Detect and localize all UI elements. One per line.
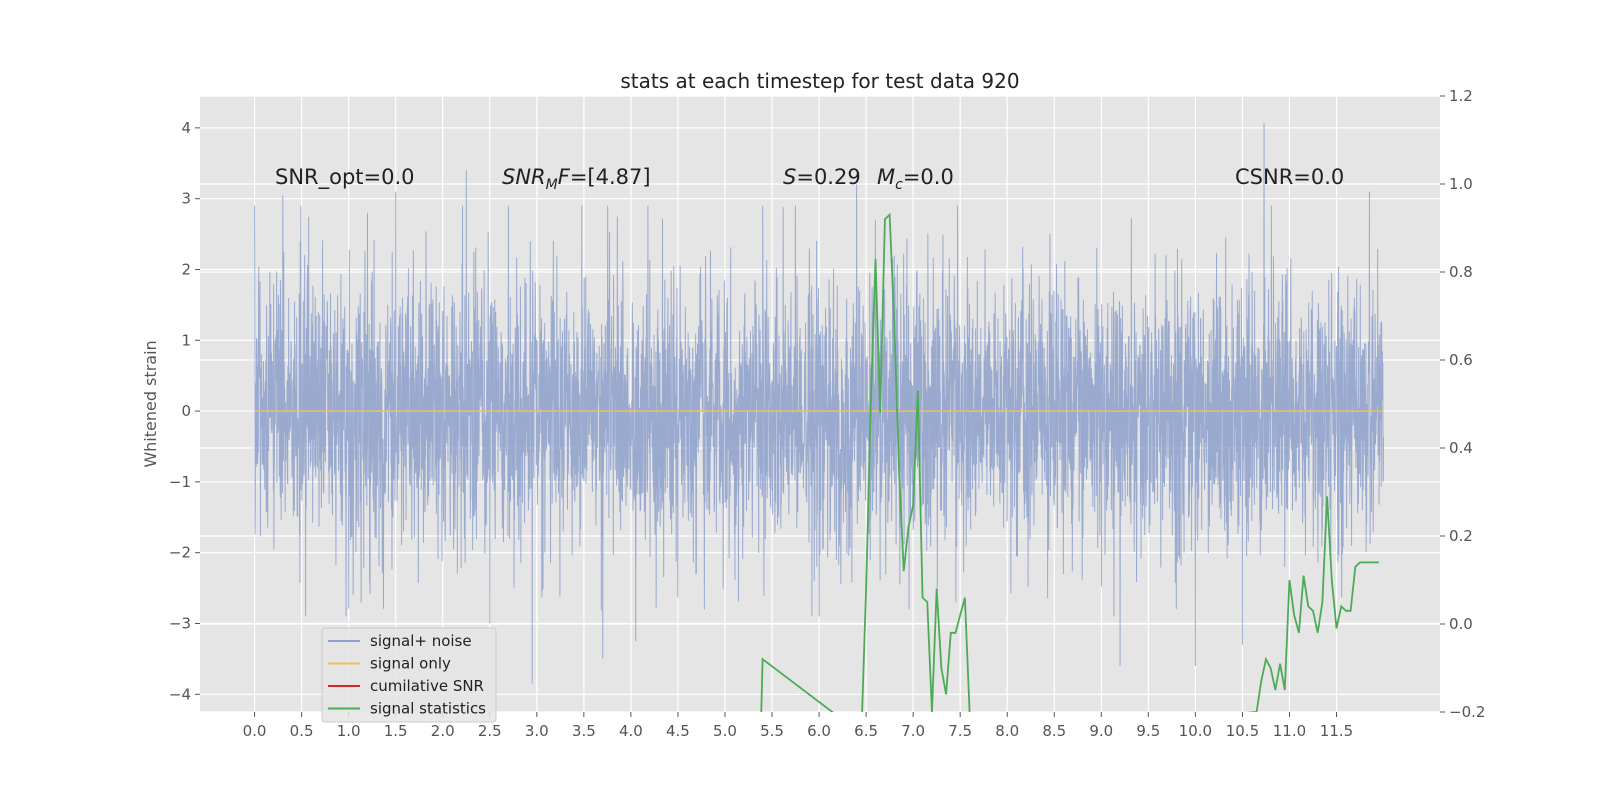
y2-tick-label: 0.2 <box>1449 527 1473 545</box>
y2-tick-label: 0.6 <box>1449 351 1473 369</box>
x-tick-label: 3.0 <box>525 722 549 740</box>
annotation-snr-opt: SNR_opt=0.0 <box>275 165 415 190</box>
x-tick-label: 0.5 <box>290 722 314 740</box>
x-tick-label: 3.5 <box>572 722 596 740</box>
chart-title: stats at each timestep for test data 920 <box>620 69 1019 93</box>
x-tick-label: 7.5 <box>948 722 972 740</box>
y-tick-label: −3 <box>169 614 191 632</box>
y2-tick-label: 0.4 <box>1449 439 1473 457</box>
y2-tick-label: 1.2 <box>1449 87 1473 105</box>
legend-label: signal+ noise <box>370 632 472 650</box>
series-layer <box>254 122 1385 712</box>
x-tick-label: 9.5 <box>1136 722 1160 740</box>
annotation-snr-mf: SNRMF=[4.87] <box>502 165 651 193</box>
y-tick-label: −2 <box>169 544 191 562</box>
x-tick-label: 1.5 <box>384 722 408 740</box>
axes: 0.0 0.5 1.0 1.5 2.0 2.5 3.0 3.5 4.0 4.5 5.0 5.5 6.0 6… <box>169 87 1486 740</box>
annotations: SNR_opt=0.0 SNRMF=[4.87] S=0.29 Mc=0.0 C… <box>275 165 1344 193</box>
signal-noise-line <box>254 122 1385 684</box>
legend-box <box>321 627 497 723</box>
y-tick-label: 4 <box>181 119 191 137</box>
x-tick-label: 6.0 <box>807 722 831 740</box>
x-tick-label: 4.5 <box>666 722 690 740</box>
x-tick-label: 2.5 <box>478 722 502 740</box>
y2-tick-label: −0.2 <box>1449 703 1485 721</box>
x-tick-label: 5.0 <box>713 722 737 740</box>
annotation-csnr: CSNR=0.0 <box>1235 165 1344 189</box>
x-tick-label: 2.0 <box>431 722 455 740</box>
x-tick-label: 10.5 <box>1226 722 1259 740</box>
series-signal-noise <box>254 122 1385 684</box>
series-signal-statistics <box>760 212 1379 712</box>
x-tick-label: 8.5 <box>1042 722 1066 740</box>
annotation-s: S=0.29 <box>783 165 861 189</box>
legend: signal+ noise signal only cumilative SNR si… <box>321 627 497 723</box>
y-tick-label: 2 <box>181 260 191 278</box>
y2-tick-label: 1.0 <box>1449 175 1473 193</box>
y-tick-label: −1 <box>169 473 191 491</box>
y2-tick-label: 0.8 <box>1449 263 1473 281</box>
series-line <box>760 212 1379 712</box>
x-tick-label: 0.0 <box>243 722 267 740</box>
legend-label: cumilative SNR <box>370 677 484 695</box>
x-tick-label: 9.0 <box>1089 722 1113 740</box>
x-tick-label: 7.0 <box>901 722 925 740</box>
x-tick-label: 6.5 <box>854 722 878 740</box>
y-axis-label: Whitened strain <box>141 340 160 467</box>
x-tick-label: 10.0 <box>1179 722 1212 740</box>
y-tick-label: 0 <box>181 402 191 420</box>
x-tick-label: 11.0 <box>1273 722 1306 740</box>
y2-tick-label: 0.0 <box>1449 615 1473 633</box>
x-tick-label: 5.5 <box>760 722 784 740</box>
legend-label: signal statistics <box>370 700 486 718</box>
x-tick-label: 11.5 <box>1320 722 1353 740</box>
x-tick-label: 8.0 <box>995 722 1019 740</box>
x-tick-label: 4.0 <box>619 722 643 740</box>
y-tick-label: 3 <box>181 190 191 208</box>
legend-label: signal only <box>370 655 451 673</box>
x-tick-label: 1.0 <box>337 722 361 740</box>
annotation-mc: Mc=0.0 <box>877 165 954 193</box>
y-tick-label: 1 <box>181 331 191 349</box>
y-tick-label: −4 <box>169 685 191 703</box>
